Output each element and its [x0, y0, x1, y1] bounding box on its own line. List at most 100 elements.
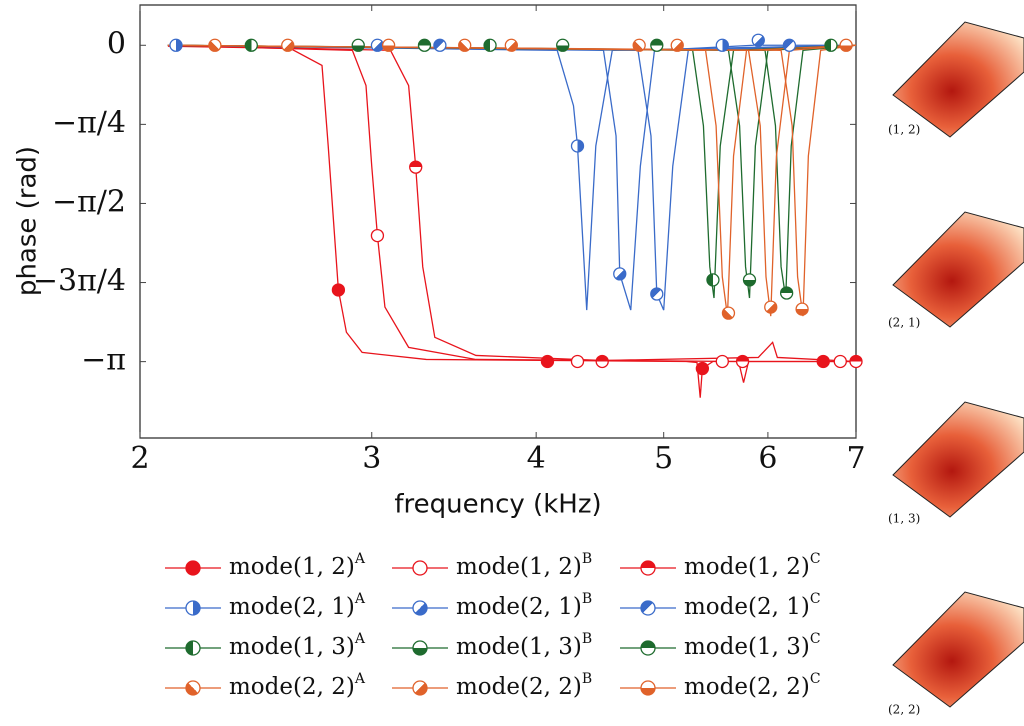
- data-marker: [351, 38, 365, 52]
- legend-entry: mode(2, 2)C: [620, 671, 821, 700]
- legend-entry: mode(1, 3)A: [165, 631, 366, 660]
- data-marker: [370, 228, 385, 243]
- data-marker: [595, 354, 609, 369]
- data-marker: [715, 38, 729, 52]
- legend-label: mode(1, 3)B: [456, 631, 592, 660]
- data-marker: [764, 300, 778, 314]
- legend-superscript: A: [354, 671, 366, 687]
- legend-name: mode(2, 1): [684, 594, 810, 620]
- data-marker: [751, 33, 765, 47]
- legend-entry: mode(2, 2)A: [165, 671, 366, 700]
- legend-superscript: B: [582, 671, 592, 687]
- markers: [169, 33, 863, 376]
- data-marker: [540, 354, 555, 369]
- data-marker: [849, 354, 863, 369]
- plot-area: [167, 39, 856, 398]
- legend-marker: [640, 680, 656, 696]
- legend-marker: [640, 560, 656, 576]
- data-marker: [782, 38, 797, 52]
- data-marker: [244, 38, 258, 52]
- thumbnail: [892, 591, 1024, 708]
- legend-marker: [412, 680, 428, 696]
- y-tick-label: −3π/4: [33, 264, 126, 299]
- data-marker: [281, 38, 295, 52]
- legend-label: mode(2, 2)C: [684, 671, 821, 700]
- data-marker: [824, 38, 838, 52]
- data-marker: [169, 38, 183, 52]
- legend-superscript: A: [354, 631, 366, 647]
- legend-entry: mode(2, 1)B: [392, 591, 592, 620]
- data-marker: [742, 273, 757, 287]
- legend-superscript: B: [582, 631, 592, 647]
- data-marker: [613, 267, 627, 281]
- data-marker: [331, 283, 346, 297]
- series-line: [167, 44, 856, 311]
- x-tick-label: 7: [846, 441, 865, 476]
- legend-superscript: C: [810, 671, 821, 687]
- x-axis-label: frequency (kHz): [394, 490, 601, 520]
- thumbnail-label: (2, 1): [888, 316, 920, 330]
- series-line: [167, 44, 856, 383]
- legend-label: mode(2, 1)C: [684, 591, 821, 620]
- series-line: [167, 44, 856, 299]
- y-tick-label: −π: [81, 343, 126, 378]
- data-marker: [833, 354, 847, 369]
- legend-label: mode(2, 2)A: [229, 671, 366, 700]
- series-line: [167, 44, 856, 299]
- legend-entry: mode(1, 3)B: [392, 631, 592, 660]
- legend-entry: mode(1, 2)C: [620, 551, 821, 580]
- data-marker: [632, 38, 646, 52]
- legend-superscript: B: [582, 591, 592, 607]
- legend-label: mode(1, 2)C: [684, 551, 821, 580]
- legend-marker: [185, 600, 201, 616]
- legend-marker: [640, 600, 656, 616]
- data-marker: [570, 354, 585, 369]
- x-tick-label: 5: [654, 441, 673, 476]
- legend-name: mode(2, 2): [684, 674, 810, 700]
- legend-label: mode(2, 1)A: [229, 591, 366, 620]
- data-marker: [208, 38, 222, 52]
- series-line: [167, 44, 856, 317]
- mode-thumbnails: (1, 2) (2, 1) (1, 3) (2, 2): [888, 21, 1024, 717]
- series-line: [167, 44, 856, 299]
- legend-name: mode(1, 3): [456, 634, 582, 660]
- legend-marker: [640, 640, 656, 656]
- y-tick-label: −π/4: [52, 105, 126, 140]
- legend-label: mode(1, 3)C: [684, 631, 821, 660]
- thumbnail: [892, 401, 1024, 518]
- legend-name: mode(2, 1): [229, 594, 355, 620]
- data-marker: [504, 38, 518, 52]
- legend-name: mode(1, 2): [229, 554, 355, 580]
- data-marker: [735, 354, 750, 369]
- legend-entry: mode(1, 2)B: [392, 551, 592, 580]
- data-marker: [779, 286, 794, 300]
- data-marker: [706, 273, 720, 287]
- data-marker: [816, 354, 830, 369]
- thumbnail-label: (1, 2): [888, 123, 920, 137]
- legend-name: mode(1, 2): [684, 554, 810, 580]
- thumbnail-label: (1, 3): [888, 512, 920, 526]
- data-marker: [570, 139, 585, 153]
- legend-entry: mode(2, 1)C: [620, 591, 821, 620]
- thumbnail: [892, 21, 1024, 138]
- legend-marker: [412, 560, 428, 576]
- legend-label: mode(1, 2)B: [456, 551, 592, 580]
- data-marker: [433, 38, 447, 52]
- x-tick-label: 6: [758, 441, 777, 476]
- data-marker: [417, 38, 432, 52]
- legend-marker: [412, 640, 428, 656]
- legend-name: mode(1, 3): [229, 634, 355, 660]
- data-marker: [483, 38, 497, 52]
- legend-name: mode(2, 2): [456, 674, 582, 700]
- data-marker: [695, 361, 710, 376]
- legend-superscript: A: [354, 551, 366, 567]
- legend-entry: mode(1, 2)A: [165, 551, 366, 580]
- legend-label: mode(1, 2)A: [229, 551, 366, 580]
- y-axis-label: phase (rad): [13, 146, 43, 296]
- data-marker: [670, 38, 684, 52]
- legend-name: mode(2, 1): [456, 594, 582, 620]
- y-tick-label: 0: [107, 26, 126, 61]
- legend-name: mode(2, 2): [229, 674, 355, 700]
- legend-label: mode(2, 1)B: [456, 591, 592, 620]
